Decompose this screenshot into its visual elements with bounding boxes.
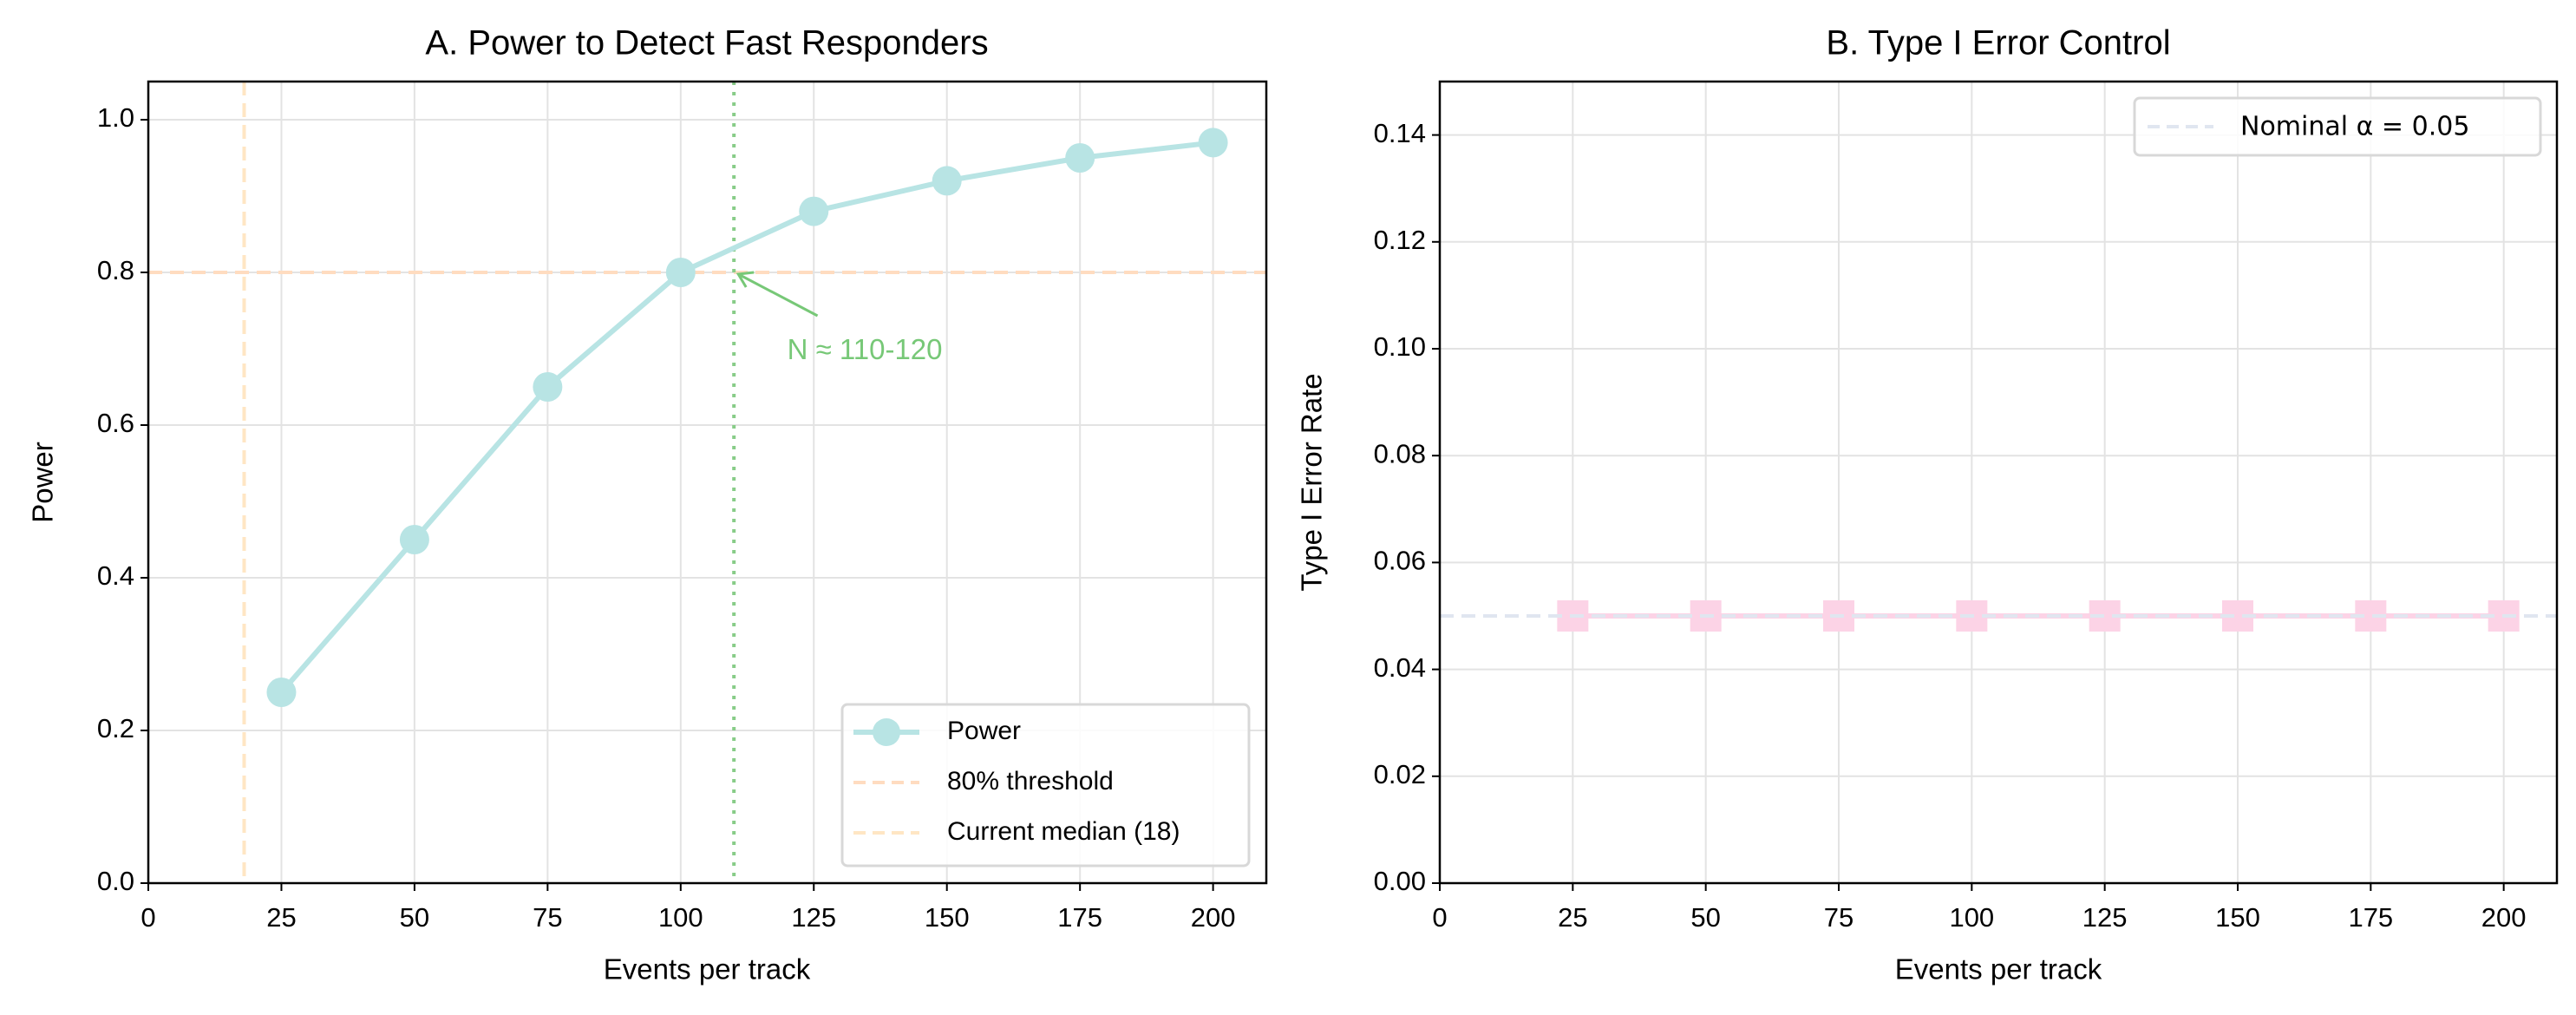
- annotation-arrowhead: [736, 271, 755, 288]
- legend-power-label: Power: [947, 717, 1021, 745]
- panel-b-x-tick-label: 50: [1690, 902, 1720, 933]
- panel-a-ylabel: Power: [27, 442, 59, 523]
- panel-b-y-tick-label: 0.02: [1374, 759, 1426, 789]
- panel-b-x-tick-label: 125: [2082, 902, 2128, 933]
- panel-b-x-tick-label: 175: [2348, 902, 2393, 933]
- panel-a-x-tick-label: 75: [533, 902, 562, 933]
- panel-b-y-tick-label: 0.06: [1374, 546, 1426, 576]
- legend-nominal-label: Nominal α = 0.05: [2240, 112, 2469, 142]
- panel-a-x-tick-label: 50: [400, 902, 429, 933]
- panel-a-x-tick-label: 175: [1057, 902, 1102, 933]
- panel-a-data-point: [932, 166, 962, 196]
- panel-a-data-point: [665, 258, 696, 287]
- panel-b-axes-frame: [1438, 80, 2559, 885]
- panel-a-x-tick-label: 0: [141, 902, 155, 933]
- panel-a-xlabel: Events per track: [604, 953, 811, 986]
- panel-a-legend: Power 80% threshold Current median (18): [840, 703, 1251, 868]
- panel-b-x-tick-label: 0: [1432, 902, 1447, 933]
- panel-b-x-tick-label: 150: [2215, 902, 2260, 933]
- panel-a-y-tick-label: 0.0: [97, 866, 134, 896]
- panel-a-y-tick-label: 0.6: [97, 408, 134, 438]
- panel-b-title: B. Type I Error Control: [1826, 24, 2170, 62]
- panel-a-axes-frame: [147, 80, 1268, 885]
- panel-b-x-tick-label: 25: [1558, 902, 1587, 933]
- panel-a-x-tick-label: 200: [1191, 902, 1236, 933]
- panel-a-y-tick-label: 0.2: [97, 713, 134, 743]
- panel-b-y-tick-label: 0.04: [1374, 652, 1426, 683]
- panel-a-data-point: [1198, 128, 1228, 158]
- legend-threshold-label: 80% threshold: [947, 767, 1114, 796]
- panel-b-x-tick-label: 200: [2481, 902, 2527, 933]
- panel-a-title: A. Power to Detect Fast Responders: [425, 24, 988, 62]
- panel-b-x-tick-label: 100: [1949, 902, 1994, 933]
- panel-a-x-tick-label: 150: [925, 902, 970, 933]
- panel-a-data-point: [266, 678, 297, 707]
- panel-a-data-point: [799, 196, 829, 226]
- annotation-text: N ≈ 110-120: [788, 333, 943, 365]
- panel-a-y-tick-label: 0.4: [97, 560, 134, 591]
- legend-median-label: Current median (18): [947, 817, 1180, 846]
- legend-power-marker: [873, 718, 900, 746]
- panel-b-ylabel: Type I Error Rate: [1296, 373, 1328, 591]
- panel-a-x-tick-label: 25: [266, 902, 296, 933]
- panel-b-x-tick-label: 75: [1824, 902, 1854, 933]
- panel-a-data-point: [1065, 143, 1095, 173]
- panel-b-y-tick-label: 0.14: [1374, 118, 1426, 148]
- panel-a-y-tick-label: 0.8: [97, 255, 134, 285]
- panel-b-y-tick-label: 0.10: [1374, 331, 1426, 362]
- panel-b-y-tick-label: 0.12: [1374, 225, 1426, 255]
- annotation-arrow: [737, 272, 819, 318]
- panel-b-y-tick-label: 0.00: [1374, 866, 1426, 896]
- panel-b-xlabel: Events per track: [1895, 953, 2102, 986]
- panel-a-x-tick-label: 125: [791, 902, 836, 933]
- panel-a-series-line: [279, 140, 1213, 694]
- panel-a-data-point: [399, 525, 429, 554]
- panel-a-y-tick-label: 1.0: [97, 102, 134, 133]
- panel-a-x-tick-label: 100: [658, 902, 703, 933]
- panel-a-data-point: [533, 372, 563, 402]
- panel-b-legend: Nominal α = 0.05: [2133, 96, 2542, 157]
- panel-b-y-tick-label: 0.08: [1374, 438, 1426, 468]
